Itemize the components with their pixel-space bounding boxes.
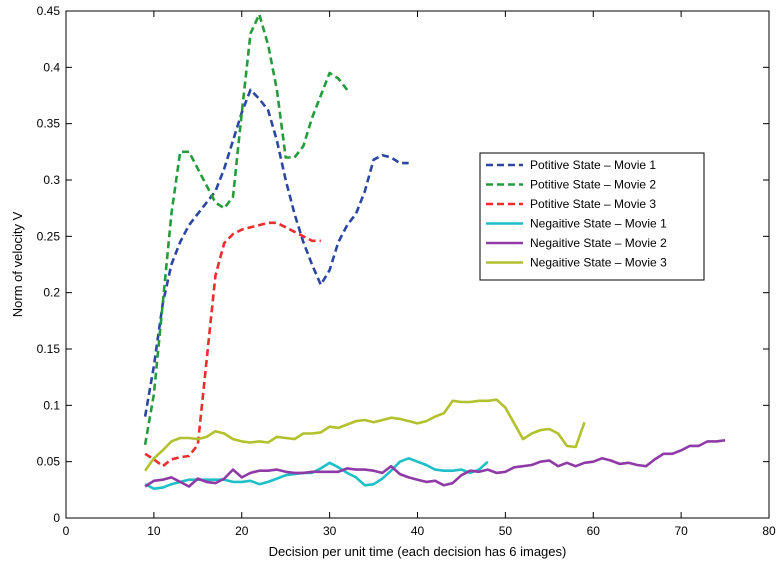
- x-axis-label: Decision per unit time (each decision ha…: [269, 544, 567, 559]
- x-tick-label: 20: [235, 524, 249, 538]
- y-axis-label: Norm of velocity V: [10, 211, 25, 317]
- y-tick-label: 0.45: [37, 4, 61, 18]
- axis-ticks: 0 10 20 30 40 50 60 70 80 0 0.05 0.1 0.15 0.2 0.25 0.3 0…: [37, 4, 776, 538]
- legend: Potitive State – Movie 1 Potitive State –…: [479, 152, 705, 281]
- x-tick-label: 50: [499, 524, 513, 538]
- series-line-1: [143, 88, 409, 417]
- legend-box: [479, 152, 705, 281]
- series-line-6: [144, 398, 586, 472]
- legend-entry-label: Potitive State – Movie 3: [530, 197, 656, 211]
- series-line-2: [143, 13, 349, 446]
- y-tick-label: 0.25: [37, 229, 61, 243]
- legend-entry-label: Negaitive State – Movie 2: [530, 236, 667, 250]
- y-tick-label: 0.35: [37, 117, 61, 131]
- y-tick-label: 0.4: [43, 60, 60, 74]
- x-tick-label: 70: [674, 524, 688, 538]
- y-tick-label: 0.05: [37, 455, 61, 469]
- plot-area: [143, 13, 726, 491]
- legend-entry-label: Potitive State – Movie 2: [530, 178, 656, 192]
- y-tick-label: 0.15: [37, 342, 61, 356]
- legend-entry-label: Negaitive State – Movie 1: [530, 217, 667, 231]
- y-tick-label: 0.1: [43, 398, 60, 412]
- series-line-5: [144, 439, 726, 488]
- series-line-3: [144, 221, 321, 468]
- y-tick-label: 0.2: [43, 286, 60, 300]
- legend-entry-label: Potitive State – Movie 1: [530, 158, 656, 172]
- x-tick-label: 10: [147, 524, 161, 538]
- y-tick-label: 0: [53, 511, 60, 525]
- y-tick-label: 0.3: [43, 173, 60, 187]
- x-tick-label: 60: [587, 524, 601, 538]
- x-tick-label: 40: [411, 524, 425, 538]
- x-tick-label: 0: [63, 524, 70, 538]
- legend-entry-label: Negaitive State – Movie 3: [530, 256, 667, 270]
- x-tick-label: 80: [762, 524, 776, 538]
- x-tick-label: 30: [323, 524, 337, 538]
